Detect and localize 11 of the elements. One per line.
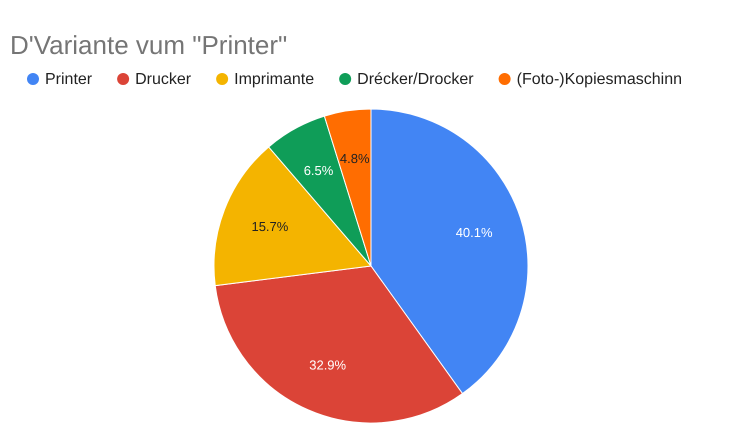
legend-label: Imprimante <box>234 71 314 88</box>
legend-label: Drucker <box>135 71 192 88</box>
data-label: 4.8% <box>340 150 370 166</box>
data-label: 6.5% <box>304 163 334 178</box>
legend-label: Printer <box>45 71 93 88</box>
legend-label: (Foto-)Kopiesmaschinn <box>516 71 682 88</box>
legend-label: Drécker/Drocker <box>357 71 474 88</box>
chart-title: D'Variante vum "Printer" <box>10 30 288 60</box>
data-label: 32.9% <box>309 357 347 372</box>
data-label: 40.1% <box>456 224 493 240</box>
data-label: 15.7% <box>251 219 289 234</box>
